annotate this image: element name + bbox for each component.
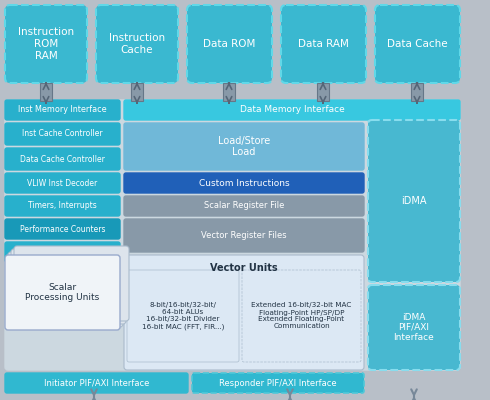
Polygon shape: [317, 83, 329, 101]
FancyBboxPatch shape: [8, 252, 123, 327]
Text: Load/Store
Load: Load/Store Load: [218, 136, 270, 157]
Text: Data Cache: Data Cache: [387, 39, 448, 49]
Text: Scalar Register File: Scalar Register File: [204, 202, 284, 210]
FancyBboxPatch shape: [124, 196, 364, 216]
Text: iDMA
PIF/AXI
Interface: iDMA PIF/AXI Interface: [393, 313, 434, 342]
Text: iDMA: iDMA: [401, 196, 427, 206]
FancyBboxPatch shape: [5, 255, 120, 330]
FancyBboxPatch shape: [11, 249, 126, 324]
Text: Data ROM: Data ROM: [203, 39, 256, 49]
Polygon shape: [131, 83, 143, 101]
FancyBboxPatch shape: [96, 5, 178, 83]
FancyBboxPatch shape: [5, 100, 120, 120]
FancyBboxPatch shape: [5, 100, 460, 370]
Polygon shape: [223, 83, 235, 101]
Text: Responder PIF/AXI Interface: Responder PIF/AXI Interface: [219, 378, 337, 388]
FancyBboxPatch shape: [5, 196, 120, 216]
Text: Debug Module: Debug Module: [35, 248, 90, 256]
FancyBboxPatch shape: [187, 5, 272, 83]
FancyBboxPatch shape: [375, 5, 460, 83]
FancyBboxPatch shape: [281, 5, 366, 83]
Text: Data RAM: Data RAM: [298, 39, 349, 49]
FancyBboxPatch shape: [5, 219, 120, 239]
Polygon shape: [40, 83, 52, 101]
Text: Inst Memory Interface: Inst Memory Interface: [18, 106, 107, 114]
FancyBboxPatch shape: [5, 173, 120, 193]
Text: Data Memory Interface: Data Memory Interface: [240, 106, 344, 114]
Polygon shape: [411, 83, 423, 101]
Text: VLIW Inst Decoder: VLIW Inst Decoder: [27, 178, 98, 188]
FancyBboxPatch shape: [124, 219, 364, 252]
FancyBboxPatch shape: [368, 285, 460, 370]
Text: Vector Register Files: Vector Register Files: [201, 231, 287, 240]
FancyBboxPatch shape: [5, 242, 120, 262]
FancyBboxPatch shape: [124, 123, 364, 170]
Text: Custom Instructions: Custom Instructions: [198, 178, 289, 188]
Text: Timers, Interrupts: Timers, Interrupts: [28, 202, 97, 210]
FancyBboxPatch shape: [242, 270, 361, 362]
FancyBboxPatch shape: [124, 173, 364, 193]
Text: Scalar
Processing Units: Scalar Processing Units: [25, 283, 99, 302]
FancyBboxPatch shape: [5, 5, 87, 83]
Text: Extended 16-bit/32-bit MAC
Floating-Point HP/SP/DP
Extended Floating-Point
Commu: Extended 16-bit/32-bit MAC Floating-Poin…: [251, 302, 352, 330]
Text: Initiator PIF/AXI Interface: Initiator PIF/AXI Interface: [44, 378, 149, 388]
Text: Inst Cache Controller: Inst Cache Controller: [22, 130, 103, 138]
Text: Performance Counters: Performance Counters: [20, 224, 105, 234]
FancyBboxPatch shape: [5, 123, 120, 145]
Text: Data Cache Controller: Data Cache Controller: [20, 154, 105, 164]
FancyBboxPatch shape: [127, 270, 239, 362]
Text: Vector Units: Vector Units: [210, 263, 278, 273]
FancyBboxPatch shape: [368, 120, 460, 282]
FancyBboxPatch shape: [5, 148, 120, 170]
FancyBboxPatch shape: [124, 100, 460, 120]
FancyBboxPatch shape: [5, 373, 188, 393]
FancyBboxPatch shape: [192, 373, 364, 393]
FancyBboxPatch shape: [14, 246, 129, 321]
Text: Instruction
ROM
RAM: Instruction ROM RAM: [18, 27, 74, 61]
FancyBboxPatch shape: [124, 255, 364, 370]
Text: 8-bit/16-bit/32-bit/
64-bit ALUs
16-bit/32-bit Divider
16-bit MAC (FFT, FIR...): 8-bit/16-bit/32-bit/ 64-bit ALUs 16-bit/…: [142, 302, 224, 330]
Text: Instruction
Cache: Instruction Cache: [109, 33, 165, 55]
